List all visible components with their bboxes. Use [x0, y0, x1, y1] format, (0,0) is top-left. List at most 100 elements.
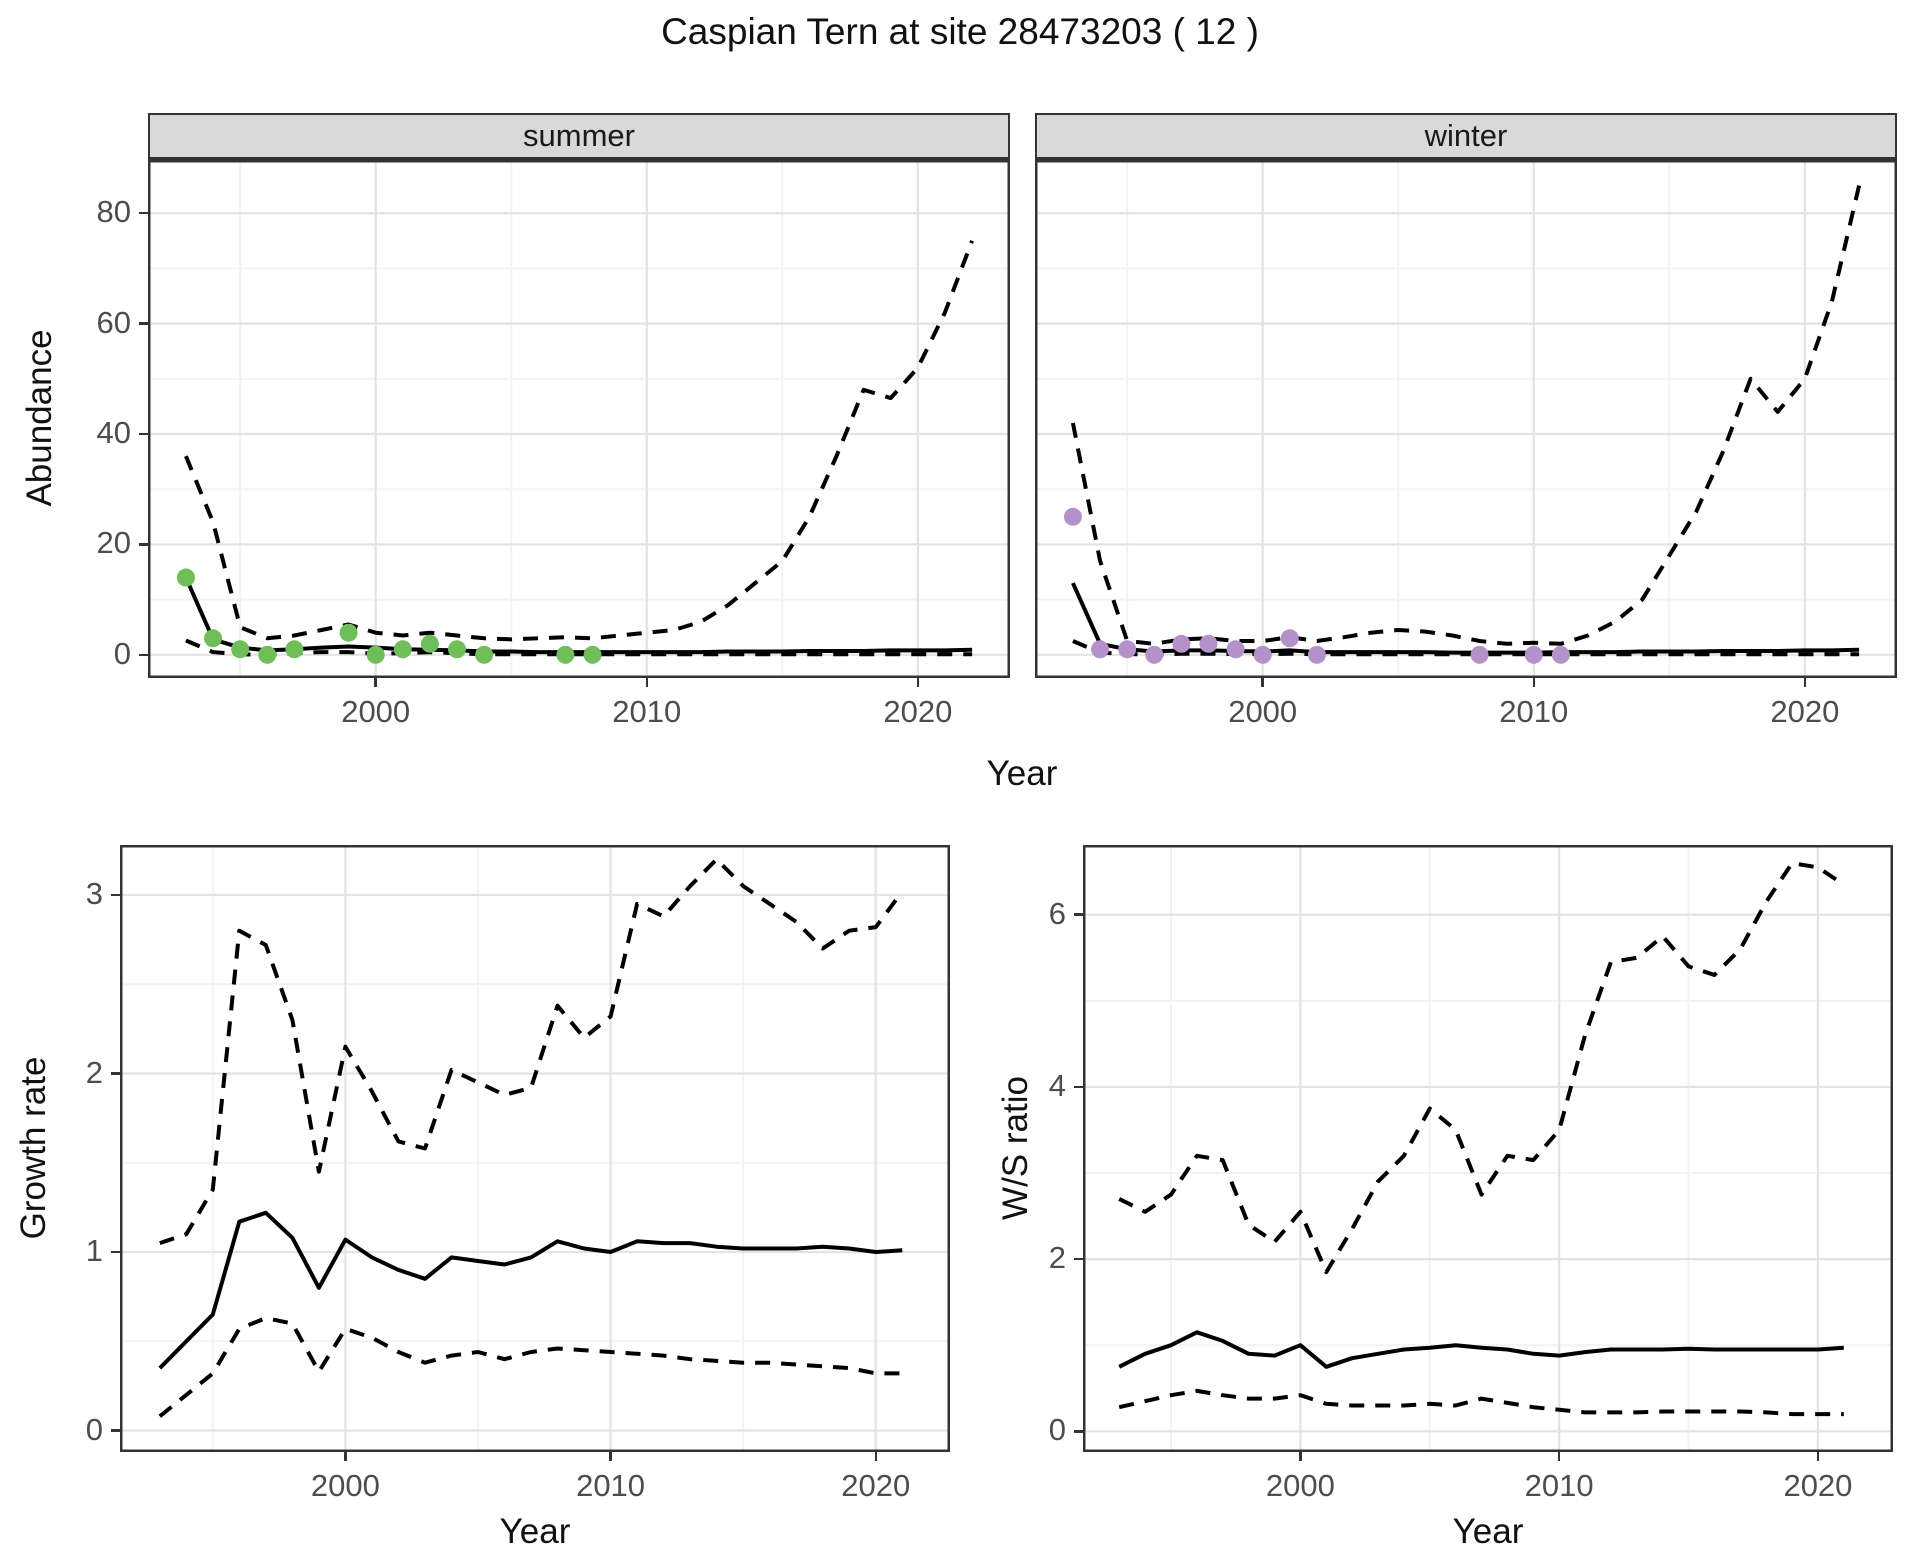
x-axis-title-year-ws: Year [1452, 1512, 1524, 1551]
plot-panel-growth-rate [120, 845, 950, 1457]
y-tick-mark [139, 432, 148, 436]
y-tick-label: 1 [85, 1233, 103, 1269]
y-tick-label: 0 [85, 1411, 103, 1447]
data-point-observed-winter [1091, 640, 1110, 659]
x-tick-mark [1816, 1452, 1820, 1461]
data-point-observed-summer [475, 645, 494, 664]
y-tick-label: 20 [96, 525, 131, 561]
y-tick-label: 2 [1048, 1240, 1066, 1276]
x-tick-label: 2000 [1228, 694, 1298, 729]
data-point-observed-summer [176, 568, 195, 587]
x-tick-mark [916, 678, 920, 687]
facet-strip-summer: summer [148, 113, 1010, 159]
data-point-observed-summer [285, 640, 304, 659]
x-tick-label: 2010 [1499, 694, 1569, 729]
y-tick-mark [111, 1250, 120, 1254]
x-tick-label: 2020 [1783, 1468, 1853, 1503]
x-tick-label: 2000 [1265, 1468, 1335, 1503]
series-lower-ci-ws [1118, 1388, 1844, 1417]
series-median-ws [1118, 1330, 1844, 1369]
panel-svg-ws [1083, 845, 1893, 1452]
data-point-observed-summer [420, 634, 439, 653]
y-tick-mark [1074, 913, 1083, 916]
facet-strip-winter: winter [1035, 113, 1897, 159]
y-tick-mark [1074, 1085, 1083, 1089]
data-point-observed-summer [339, 623, 358, 642]
y-tick-mark [1074, 1430, 1083, 1433]
y-tick-mark [111, 893, 120, 897]
y-tick-mark [139, 653, 148, 657]
series-upper-ci-growth [159, 857, 904, 1245]
y-tick-mark [111, 1072, 120, 1075]
x-tick-label: 2000 [310, 1468, 380, 1503]
x-tick-mark [1261, 678, 1264, 687]
x-tick-mark [374, 678, 377, 687]
x-tick-mark [645, 678, 649, 687]
data-point-observed-winter [1524, 645, 1543, 664]
facet-strip-winter-label: winter [1424, 118, 1508, 153]
data-point-observed-winter [1145, 645, 1164, 664]
x-tick-mark [874, 1452, 877, 1461]
data-point-observed-winter [1253, 645, 1272, 664]
plot-panel-winter [1035, 157, 1897, 683]
y-tick-mark [139, 322, 148, 325]
plot-panel-ws-ratio [1083, 845, 1893, 1457]
x-tick-label: 2020 [841, 1468, 911, 1503]
data-point-observed-summer [583, 645, 602, 664]
chart-title: Caspian Tern at site 28473203 ( 12 ) [661, 11, 1259, 52]
series-lower-ci-summer [185, 638, 973, 657]
x-axis-title-year-top: Year [986, 754, 1058, 793]
x-axis-title-year-growth: Year [499, 1512, 571, 1551]
series-median-growth [158, 1210, 903, 1370]
y-tick-label: 4 [1048, 1067, 1066, 1103]
y-tick-label: 6 [1048, 895, 1066, 931]
x-tick-mark [1557, 1452, 1561, 1461]
x-tick-mark [1803, 678, 1807, 687]
series-lower-ci-growth [158, 1316, 903, 1418]
y-tick-label: 2 [85, 1054, 103, 1090]
y-tick-mark [1074, 1257, 1083, 1261]
panel-svg-growth [120, 845, 950, 1452]
data-point-observed-winter [1118, 640, 1137, 659]
y-tick-mark [111, 1429, 120, 1432]
data-point-observed-winter [1172, 634, 1191, 653]
series-upper-ci-ws [1118, 861, 1845, 1275]
y-tick-label: 40 [96, 415, 131, 450]
data-point-observed-summer [231, 640, 250, 659]
y-tick-mark [139, 543, 148, 546]
x-tick-label: 2020 [1770, 694, 1840, 729]
panel-border [1083, 845, 1893, 1452]
data-point-observed-winter [1199, 634, 1218, 653]
series-upper-ci-summer [184, 240, 974, 642]
data-point-observed-summer [204, 629, 223, 648]
data-point-observed-summer [258, 645, 277, 664]
data-point-observed-summer [448, 640, 467, 659]
y-tick-label: 60 [96, 304, 131, 340]
y-tick-mark [139, 211, 148, 215]
data-point-observed-winter [1280, 629, 1299, 648]
data-point-observed-winter [1551, 645, 1570, 664]
data-point-observed-summer [366, 645, 385, 664]
y-tick-label: 0 [1048, 1412, 1066, 1448]
facet-strip-summer-label: summer [523, 118, 635, 153]
data-point-observed-summer [393, 640, 412, 659]
panel-border [120, 845, 950, 1452]
x-tick-mark [609, 1452, 612, 1461]
data-point-observed-winter [1226, 640, 1245, 659]
y-tick-label: 80 [96, 194, 131, 230]
y-tick-label: 0 [113, 635, 131, 671]
series-upper-ci-winter [1070, 185, 1862, 646]
panel-svg-winter [1035, 157, 1897, 678]
series-lower-ci-winter [1072, 639, 1860, 657]
data-point-observed-winter [1470, 645, 1489, 664]
series-median-summer [184, 576, 973, 655]
x-tick-label: 2010 [576, 1468, 646, 1503]
x-tick-mark [1299, 1452, 1302, 1461]
x-tick-label: 2020 [883, 694, 953, 729]
data-point-observed-winter [1063, 507, 1082, 526]
x-tick-label: 2010 [612, 694, 682, 729]
data-point-observed-winter [1307, 645, 1326, 664]
y-tick-label: 3 [85, 875, 103, 911]
x-tick-label: 2000 [341, 694, 411, 729]
